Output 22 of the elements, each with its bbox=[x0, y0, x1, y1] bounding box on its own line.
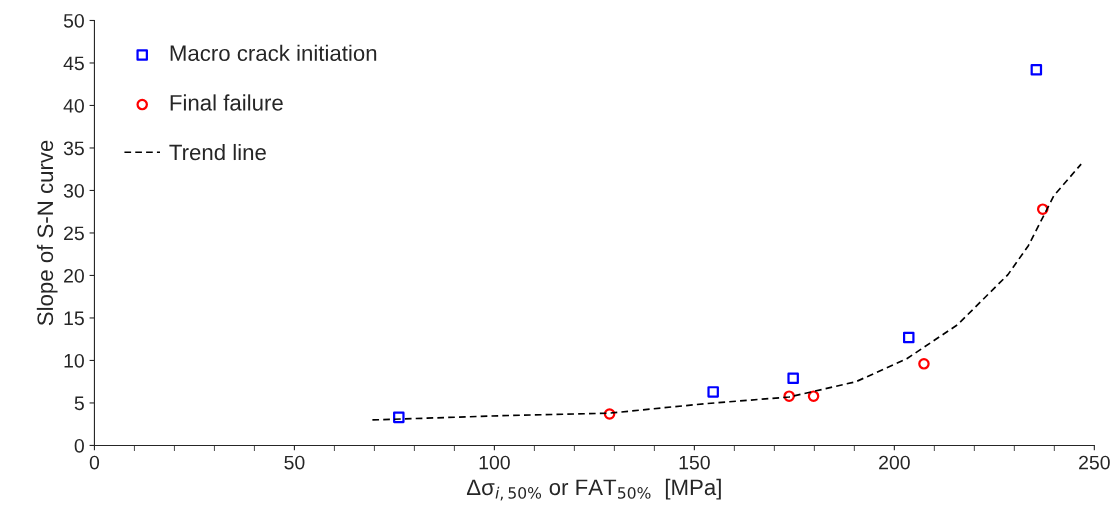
y-axis-title: Slope of S-N curve bbox=[36, 140, 58, 326]
y-tick-label: 20 bbox=[64, 268, 84, 283]
y-tick-label: 5 bbox=[74, 396, 84, 411]
y-tick-label: 40 bbox=[63, 98, 84, 113]
y-tick-label: 15 bbox=[64, 311, 84, 326]
x-tick-label: 100 bbox=[479, 455, 510, 470]
x-tick-label: 250 bbox=[1079, 455, 1110, 470]
x-tick-label: 150 bbox=[679, 455, 710, 470]
x-axis-title: Δσ$_{i,50%}$ or FAT$_{50%}$ [MPa] bbox=[466, 478, 721, 501]
y-tick-label: 25 bbox=[64, 226, 84, 241]
x-tick-label: 200 bbox=[879, 455, 910, 470]
legend-label: Macro crack initiation bbox=[170, 44, 377, 62]
y-tick-label: 35 bbox=[63, 141, 84, 156]
y-tick-label: 0 bbox=[74, 438, 84, 453]
x-tick-label: 0 bbox=[89, 455, 100, 470]
x-tick-label: 50 bbox=[284, 455, 305, 470]
y-tick-label: 45 bbox=[63, 56, 84, 71]
y-tick-label: 10 bbox=[64, 353, 84, 368]
legend-label: Final failure bbox=[170, 94, 283, 111]
legend-label: Trend line bbox=[169, 143, 266, 161]
y-tick-label: 50 bbox=[63, 13, 84, 28]
y-tick-label: 30 bbox=[63, 183, 84, 198]
